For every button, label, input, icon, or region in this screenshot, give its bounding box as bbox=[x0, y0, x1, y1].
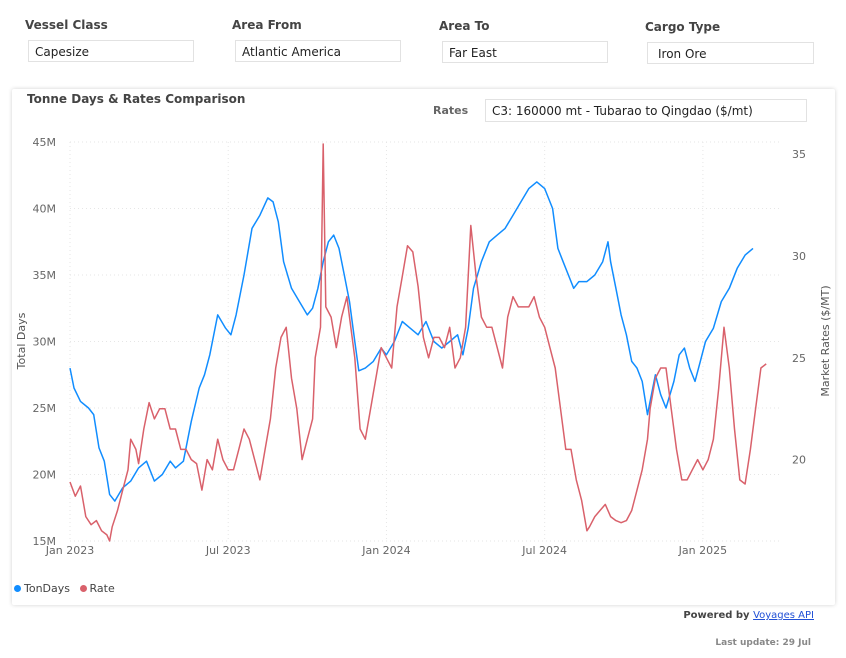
area-from-label: Area From bbox=[232, 18, 302, 32]
cargo-type-label: Cargo Type bbox=[645, 20, 721, 34]
area-from-select[interactable]: Atlantic America bbox=[235, 40, 401, 62]
legend-item-rate[interactable]: Rate bbox=[79, 582, 115, 595]
area-to-filter: Area To Far East bbox=[439, 19, 608, 63]
chart-card: Tonne Days & Rates Comparison Rates C3: … bbox=[12, 89, 835, 605]
chart-legend: TonDays Rate bbox=[14, 582, 121, 595]
series-line-tondays[interactable] bbox=[69, 181, 754, 502]
x-axis-ticks: Jan 2023 Jul 2023 Jan 2024 Jul 2024 Jan 2025… bbox=[45, 544, 727, 557]
rates-label: Rates bbox=[433, 104, 469, 117]
legend-dot-tondays bbox=[14, 585, 21, 592]
cargo-type-select[interactable]: Iron Ore bbox=[647, 42, 814, 64]
rates-select[interactable]: C3: 160000 mt - Tubarao to Qingdao ($/mt… bbox=[485, 99, 807, 122]
powered-by-text: Powered by bbox=[683, 610, 750, 621]
vessel-class-label: Vessel Class bbox=[25, 18, 108, 32]
y2-tick-label: 20 bbox=[792, 454, 806, 467]
x-tick-label: Jul 2024 bbox=[521, 544, 567, 557]
y-tick-label: 15M bbox=[33, 535, 57, 548]
vessel-class-select[interactable]: Capesize bbox=[28, 40, 194, 62]
y2-axis-ticks: 20 25 30 35 bbox=[792, 148, 806, 466]
x-tick-label: Jan 2025 bbox=[678, 544, 727, 557]
x-tick-label: Jan 2024 bbox=[361, 544, 410, 557]
y2-axis-title: Market Rates ($/MT) bbox=[819, 285, 832, 396]
legend-label-tondays: TonDays bbox=[24, 582, 71, 595]
chart-series bbox=[69, 143, 767, 542]
legend-label-rate: Rate bbox=[89, 582, 115, 595]
chart-grid bbox=[69, 141, 782, 542]
voyages-api-link[interactable]: Voyages API bbox=[753, 610, 814, 621]
x-tick-label: Jan 2023 bbox=[45, 544, 94, 557]
y-axis-title: Total Days bbox=[15, 312, 28, 370]
y2-tick-label: 35 bbox=[792, 148, 806, 161]
y-tick-label: 40M bbox=[33, 203, 57, 216]
vessel-class-filter: Vessel Class Capesize bbox=[25, 18, 194, 62]
series-line-rate[interactable] bbox=[69, 143, 767, 542]
area-from-filter: Area From Atlantic America bbox=[232, 18, 401, 62]
area-to-select[interactable]: Far East bbox=[442, 41, 608, 63]
powered-by: Powered by Voyages API bbox=[683, 610, 814, 621]
y2-tick-label: 30 bbox=[792, 250, 806, 263]
chart-title: Tonne Days & Rates Comparison bbox=[27, 92, 246, 106]
cargo-type-filter: Cargo Type Iron Ore bbox=[645, 20, 814, 64]
last-update: Last update: 29 Jul bbox=[715, 638, 811, 648]
area-to-label: Area To bbox=[439, 19, 490, 33]
y-tick-label: 35M bbox=[33, 269, 57, 282]
y-tick-label: 25M bbox=[33, 402, 57, 415]
legend-item-tondays[interactable]: TonDays bbox=[14, 582, 70, 595]
y2-tick-label: 25 bbox=[792, 352, 806, 365]
y-tick-label: 45M bbox=[33, 136, 57, 149]
y-tick-label: 30M bbox=[33, 336, 57, 349]
legend-dot-rate bbox=[79, 585, 87, 592]
y-tick-label: 20M bbox=[33, 469, 57, 482]
x-tick-label: Jul 2023 bbox=[205, 544, 251, 557]
y-axis-ticks: 15M 20M 25M 30M 35M 40M 45M bbox=[33, 136, 57, 548]
